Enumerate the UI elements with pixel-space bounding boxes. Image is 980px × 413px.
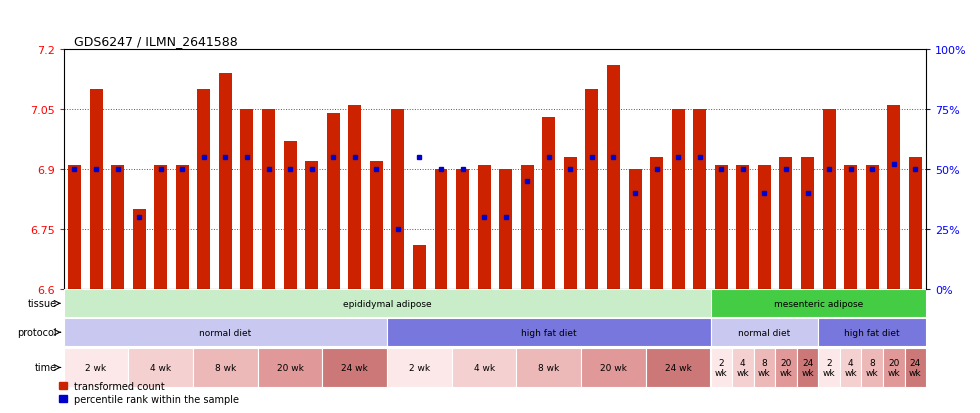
Bar [628, 169, 642, 289]
Bar [581, 348, 646, 387]
Bar [775, 348, 797, 387]
Bar [710, 348, 732, 387]
Text: 4 wk: 4 wk [473, 363, 495, 372]
Bar [387, 318, 710, 347]
Text: 4
wk: 4 wk [845, 358, 857, 377]
Bar [64, 290, 710, 318]
Text: 2 wk: 2 wk [409, 363, 430, 372]
Bar [413, 245, 426, 289]
Bar [322, 348, 387, 387]
Bar [132, 209, 146, 289]
Bar [197, 90, 211, 289]
Bar [175, 165, 189, 289]
Bar [714, 165, 728, 289]
Bar [326, 114, 340, 289]
Bar [818, 318, 926, 347]
Legend: transformed count, percentile rank within the sample: transformed count, percentile rank withi… [59, 381, 239, 404]
Bar [89, 90, 103, 289]
Bar [865, 165, 879, 289]
Bar [499, 169, 513, 289]
Bar [542, 117, 556, 289]
Bar [391, 109, 405, 289]
Text: 2
wk: 2 wk [823, 358, 835, 377]
Text: time: time [35, 363, 57, 373]
Text: 20
wk: 20 wk [780, 358, 792, 377]
Bar [111, 165, 124, 289]
Bar [585, 90, 599, 289]
Bar [861, 348, 883, 387]
Bar [840, 348, 861, 387]
Text: 24
wk: 24 wk [909, 358, 921, 377]
Bar [477, 165, 491, 289]
Text: 20 wk: 20 wk [276, 363, 304, 372]
Bar [844, 165, 858, 289]
Bar [369, 161, 383, 289]
Text: 8
wk: 8 wk [759, 358, 770, 377]
Text: normal diet: normal diet [199, 328, 252, 337]
Text: high fat diet: high fat diet [845, 328, 900, 337]
Bar [452, 348, 516, 387]
Bar [646, 348, 710, 387]
Bar [305, 161, 318, 289]
Bar [128, 348, 193, 387]
Bar [693, 109, 707, 289]
Text: 4
wk: 4 wk [737, 358, 749, 377]
Text: high fat diet: high fat diet [521, 328, 576, 337]
Bar [520, 165, 534, 289]
Bar [219, 74, 232, 289]
Text: 20 wk: 20 wk [600, 363, 627, 372]
Bar [736, 165, 750, 289]
Text: protocol: protocol [18, 328, 57, 337]
Bar [908, 157, 922, 289]
Text: mesenteric adipose: mesenteric adipose [773, 299, 863, 308]
Text: epididymal adipose: epididymal adipose [343, 299, 431, 308]
Bar [516, 348, 581, 387]
Bar [671, 109, 685, 289]
Text: 2 wk: 2 wk [85, 363, 107, 372]
Bar [801, 157, 814, 289]
Bar [68, 165, 81, 289]
Text: 8 wk: 8 wk [215, 363, 236, 372]
Bar [710, 290, 926, 318]
Bar [262, 109, 275, 289]
Bar [154, 165, 168, 289]
Bar [887, 105, 901, 289]
Text: normal diet: normal diet [738, 328, 791, 337]
Bar [779, 157, 793, 289]
Text: 4 wk: 4 wk [150, 363, 172, 372]
Bar [732, 348, 754, 387]
Text: 8
wk: 8 wk [866, 358, 878, 377]
Bar [348, 105, 362, 289]
Bar [710, 318, 818, 347]
Text: 24 wk: 24 wk [341, 363, 368, 372]
Text: tissue: tissue [28, 299, 57, 309]
Bar [240, 109, 254, 289]
Bar [64, 318, 387, 347]
Bar [283, 141, 297, 289]
Bar [607, 66, 620, 289]
Bar [797, 348, 818, 387]
Text: 24
wk: 24 wk [802, 358, 813, 377]
Bar [434, 169, 448, 289]
Bar [754, 348, 775, 387]
Bar [818, 348, 840, 387]
Bar [258, 348, 322, 387]
Text: 8 wk: 8 wk [538, 363, 560, 372]
Bar [64, 348, 128, 387]
Bar [456, 169, 469, 289]
Bar [193, 348, 258, 387]
Bar [387, 348, 452, 387]
Bar [758, 165, 771, 289]
Text: 2
wk: 2 wk [715, 358, 727, 377]
Bar [564, 157, 577, 289]
Text: 24 wk: 24 wk [664, 363, 692, 372]
Text: 20
wk: 20 wk [888, 358, 900, 377]
Bar [883, 348, 905, 387]
Text: GDS6247 / ILMN_2641588: GDS6247 / ILMN_2641588 [74, 35, 237, 47]
Bar [650, 157, 663, 289]
Bar [822, 109, 836, 289]
Bar [905, 348, 926, 387]
